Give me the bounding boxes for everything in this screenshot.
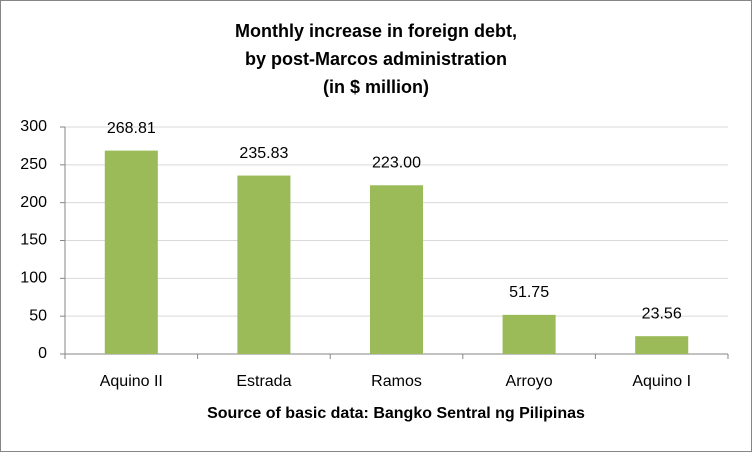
- bar: [104, 150, 158, 354]
- data-label: 268.81: [107, 120, 156, 137]
- y-tick-label: 100: [20, 270, 47, 287]
- x-tick-label: Aquino II: [100, 373, 163, 390]
- data-label: 51.75: [509, 284, 549, 301]
- y-tick-label: 50: [29, 307, 47, 324]
- bar: [502, 314, 556, 354]
- x-tick-label: Arroyo: [506, 373, 553, 390]
- bar: [635, 336, 689, 354]
- y-tick-label: 200: [20, 194, 47, 211]
- y-tick-label: 300: [20, 118, 47, 135]
- y-tick-label: 150: [20, 232, 47, 249]
- data-label: 235.83: [239, 145, 288, 162]
- chart-title: Monthly increase in foreign debt,: [235, 21, 517, 41]
- bar: [369, 185, 424, 354]
- data-label: 223.00: [372, 154, 421, 171]
- y-tick-label: 250: [20, 156, 47, 173]
- y-tick-label: 0: [38, 345, 47, 362]
- bar: [237, 175, 291, 354]
- x-tick-label: Aquino I: [632, 373, 691, 390]
- x-axis-label: Source of basic data: Bangko Sentral ng …: [207, 405, 585, 422]
- chart-title: by post-Marcos administration: [245, 49, 507, 69]
- chart-title: (in $ million): [323, 77, 429, 97]
- data-label: 23.56: [642, 305, 682, 322]
- x-tick-label: Ramos: [371, 373, 422, 390]
- x-tick-label: Estrada: [236, 373, 291, 390]
